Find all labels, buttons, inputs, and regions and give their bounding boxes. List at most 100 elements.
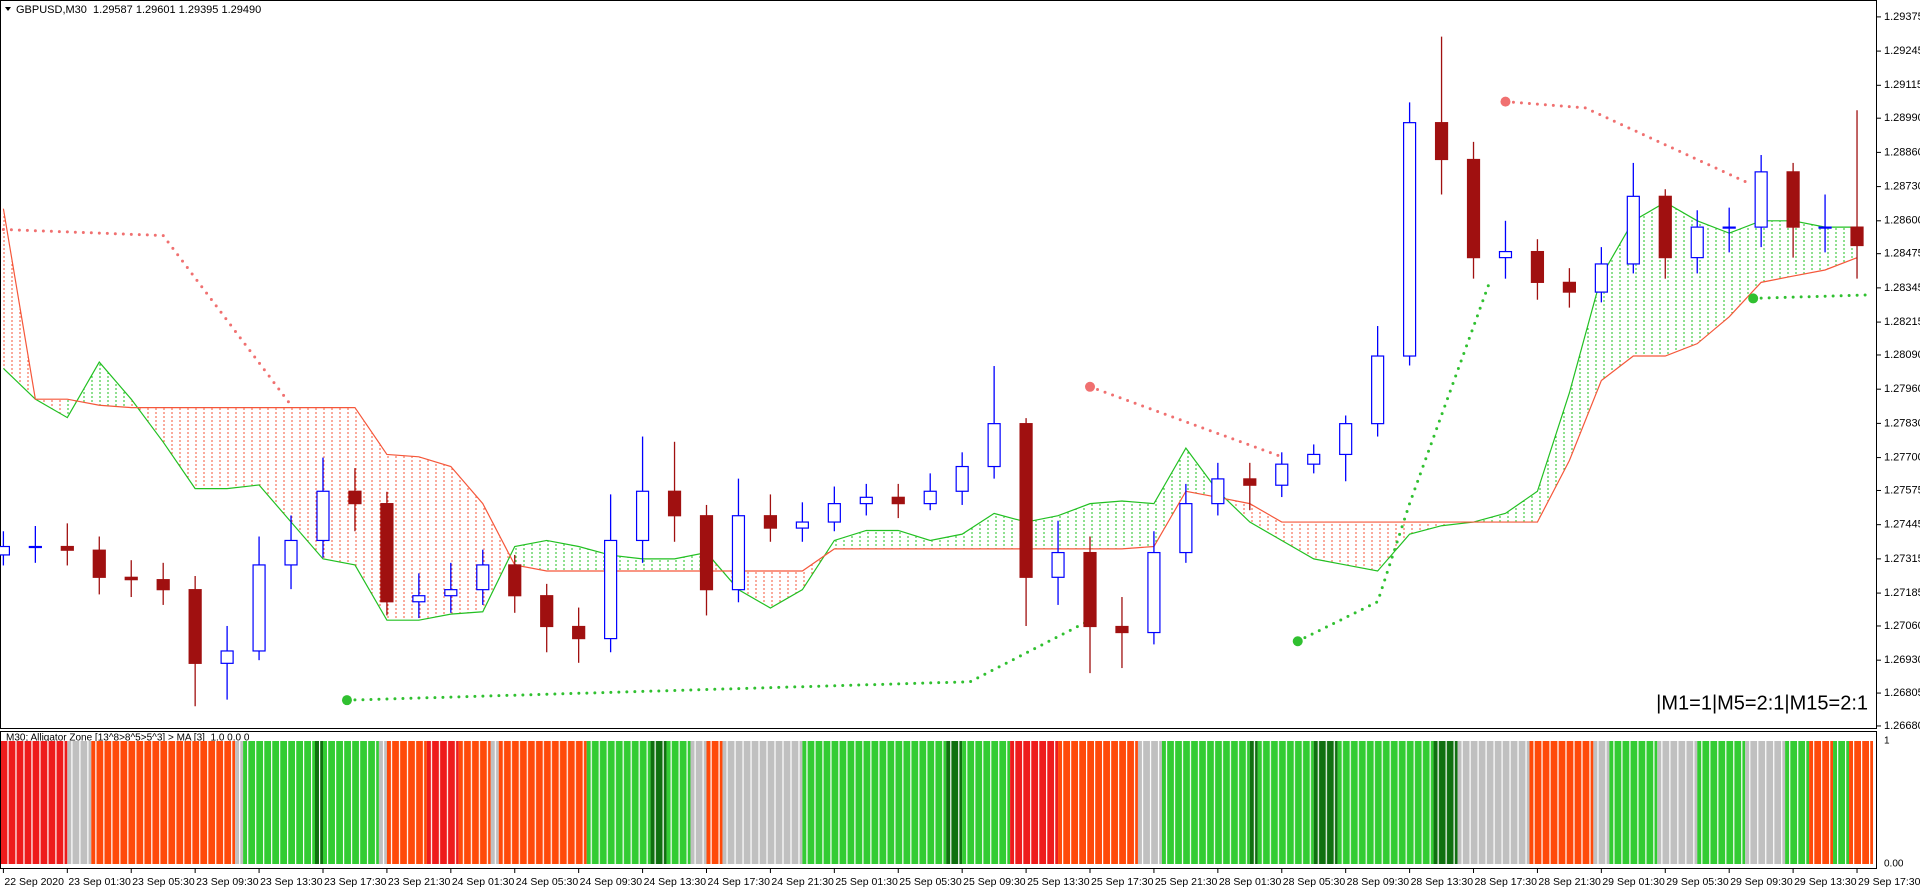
y-tick-label: 1.27445 [1884, 519, 1920, 531]
x-tick-label: 29 Sep 17:30 [1858, 876, 1920, 888]
candle-body [28, 545, 42, 549]
x-tick-label: 25 Sep 05:30 [899, 876, 962, 888]
x-tick-label: 25 Sep 09:30 [963, 876, 1026, 888]
x-tick-label: 29 Sep 09:30 [1730, 876, 1793, 888]
cloud-fill [163, 407, 196, 489]
y-tick-label: 1.26930 [1884, 654, 1920, 666]
cloud-fill [770, 570, 803, 609]
cloud-fill [195, 407, 228, 489]
y-tick-label: 1.29115 [1884, 79, 1920, 91]
projection-line [345, 618, 1092, 702]
cloud-fill [1345, 522, 1378, 571]
cloud-fill [1633, 202, 1666, 357]
y-tick-label: 1.27315 [1884, 553, 1920, 565]
y-tick-label: 1.28600 [1884, 215, 1920, 227]
candle-body [0, 545, 10, 556]
candle-body [635, 490, 650, 542]
cloud-fill [1090, 500, 1122, 549]
candle-body [252, 564, 266, 652]
candle-body [476, 564, 490, 591]
candle-body [572, 625, 586, 640]
cloud-fill [1185, 448, 1218, 498]
x-tick-label: 28 Sep 21:30 [1538, 876, 1601, 888]
projection-marker [1085, 381, 1096, 392]
span-a-line [2, 201, 1858, 621]
x-tick-label: 23 Sep 05:30 [132, 876, 195, 888]
cloud-fill [354, 407, 387, 621]
chart-title: GBPUSD,M30 1.29587 1.29601 1.29395 1.294… [16, 4, 261, 16]
cloud-fill [1313, 522, 1346, 565]
x-tick-label: 28 Sep 09:30 [1347, 876, 1410, 888]
candle-body [1083, 551, 1097, 628]
candle-body [1339, 423, 1353, 456]
cloud-fill [1665, 202, 1698, 357]
x-tick-label: 28 Sep 17:30 [1475, 876, 1538, 888]
cloud-fill [1697, 220, 1730, 344]
candle-body [508, 564, 522, 597]
cloud-fill [514, 540, 547, 571]
candle-body [1051, 551, 1065, 578]
y-tick-label: 1.29245 [1884, 45, 1920, 57]
cloud-fill [930, 534, 963, 549]
cloud-fill [1249, 503, 1282, 541]
candle-body [124, 576, 138, 581]
cloud-fill [866, 530, 899, 549]
candle-body [1115, 625, 1129, 634]
candle-body [763, 515, 778, 529]
x-tick-label: 22 Sep 2020 [4, 876, 64, 888]
x-tick-label: 25 Sep 13:30 [1027, 876, 1090, 888]
cloud-fill [1153, 448, 1186, 547]
cloud-fill [1537, 392, 1570, 523]
cloud-fill [1409, 522, 1442, 535]
menu-triangle [5, 7, 11, 11]
cloud-fill [1121, 500, 1154, 549]
projection-marker [341, 695, 352, 706]
projection-line [1503, 100, 1747, 184]
cloud-fill [578, 546, 611, 571]
candle-body [1275, 463, 1289, 486]
candle-body [1371, 355, 1385, 425]
y-tick-label: 1.28730 [1884, 180, 1920, 192]
y-tick-label: 1.27830 [1884, 417, 1920, 429]
candle-body [1402, 122, 1417, 357]
y-tick-label: 1.27960 [1884, 383, 1920, 395]
x-tick-label: 25 Sep 01:30 [835, 876, 898, 888]
cloud-fill [674, 552, 707, 571]
y-tick-label: 1.28090 [1884, 349, 1920, 361]
cloud-fill [99, 362, 132, 408]
cloud-fill [1058, 503, 1091, 549]
x-tick-label: 28 Sep 01:30 [1219, 876, 1282, 888]
candle-body [1243, 478, 1257, 486]
candle-body [1562, 281, 1576, 293]
x-tick-label: 24 Sep 05:30 [516, 876, 579, 888]
y-tick-label: 1.29375 [1884, 11, 1920, 23]
y-tick-label: 1.27060 [1884, 620, 1920, 632]
span-b-line [2, 208, 1858, 572]
x-tick-label: 29 Sep 01:30 [1602, 876, 1665, 888]
candle-body [284, 539, 298, 566]
y-tick-label: 1.26805 [1884, 687, 1920, 699]
projection-marker [1748, 293, 1759, 304]
projection-line [1, 227, 293, 407]
x-tick-label: 28 Sep 13:30 [1411, 876, 1474, 888]
y-tick-label: 1.26680 [1884, 720, 1920, 732]
annotation: |M1=1|M5=2:1|M15=2:1 [1656, 692, 1868, 714]
candle-body [1019, 423, 1033, 578]
cloud-fill [386, 454, 419, 621]
y-tick-label: 1.28860 [1884, 146, 1920, 158]
cloud-fill [610, 555, 643, 571]
x-tick-label: 29 Sep 05:30 [1666, 876, 1729, 888]
candle-body [1594, 263, 1608, 293]
x-tick-label: 24 Sep 21:30 [771, 876, 834, 888]
cloud-fill [1601, 220, 1634, 381]
candle-body [1307, 453, 1321, 465]
candle-body [955, 465, 969, 492]
candle-body [1434, 122, 1449, 161]
candle-body [348, 490, 362, 505]
x-tick-label: 25 Sep 17:30 [1091, 876, 1154, 888]
candle-body [220, 650, 234, 664]
candle-body [412, 595, 426, 603]
cloud-fill [546, 540, 579, 571]
